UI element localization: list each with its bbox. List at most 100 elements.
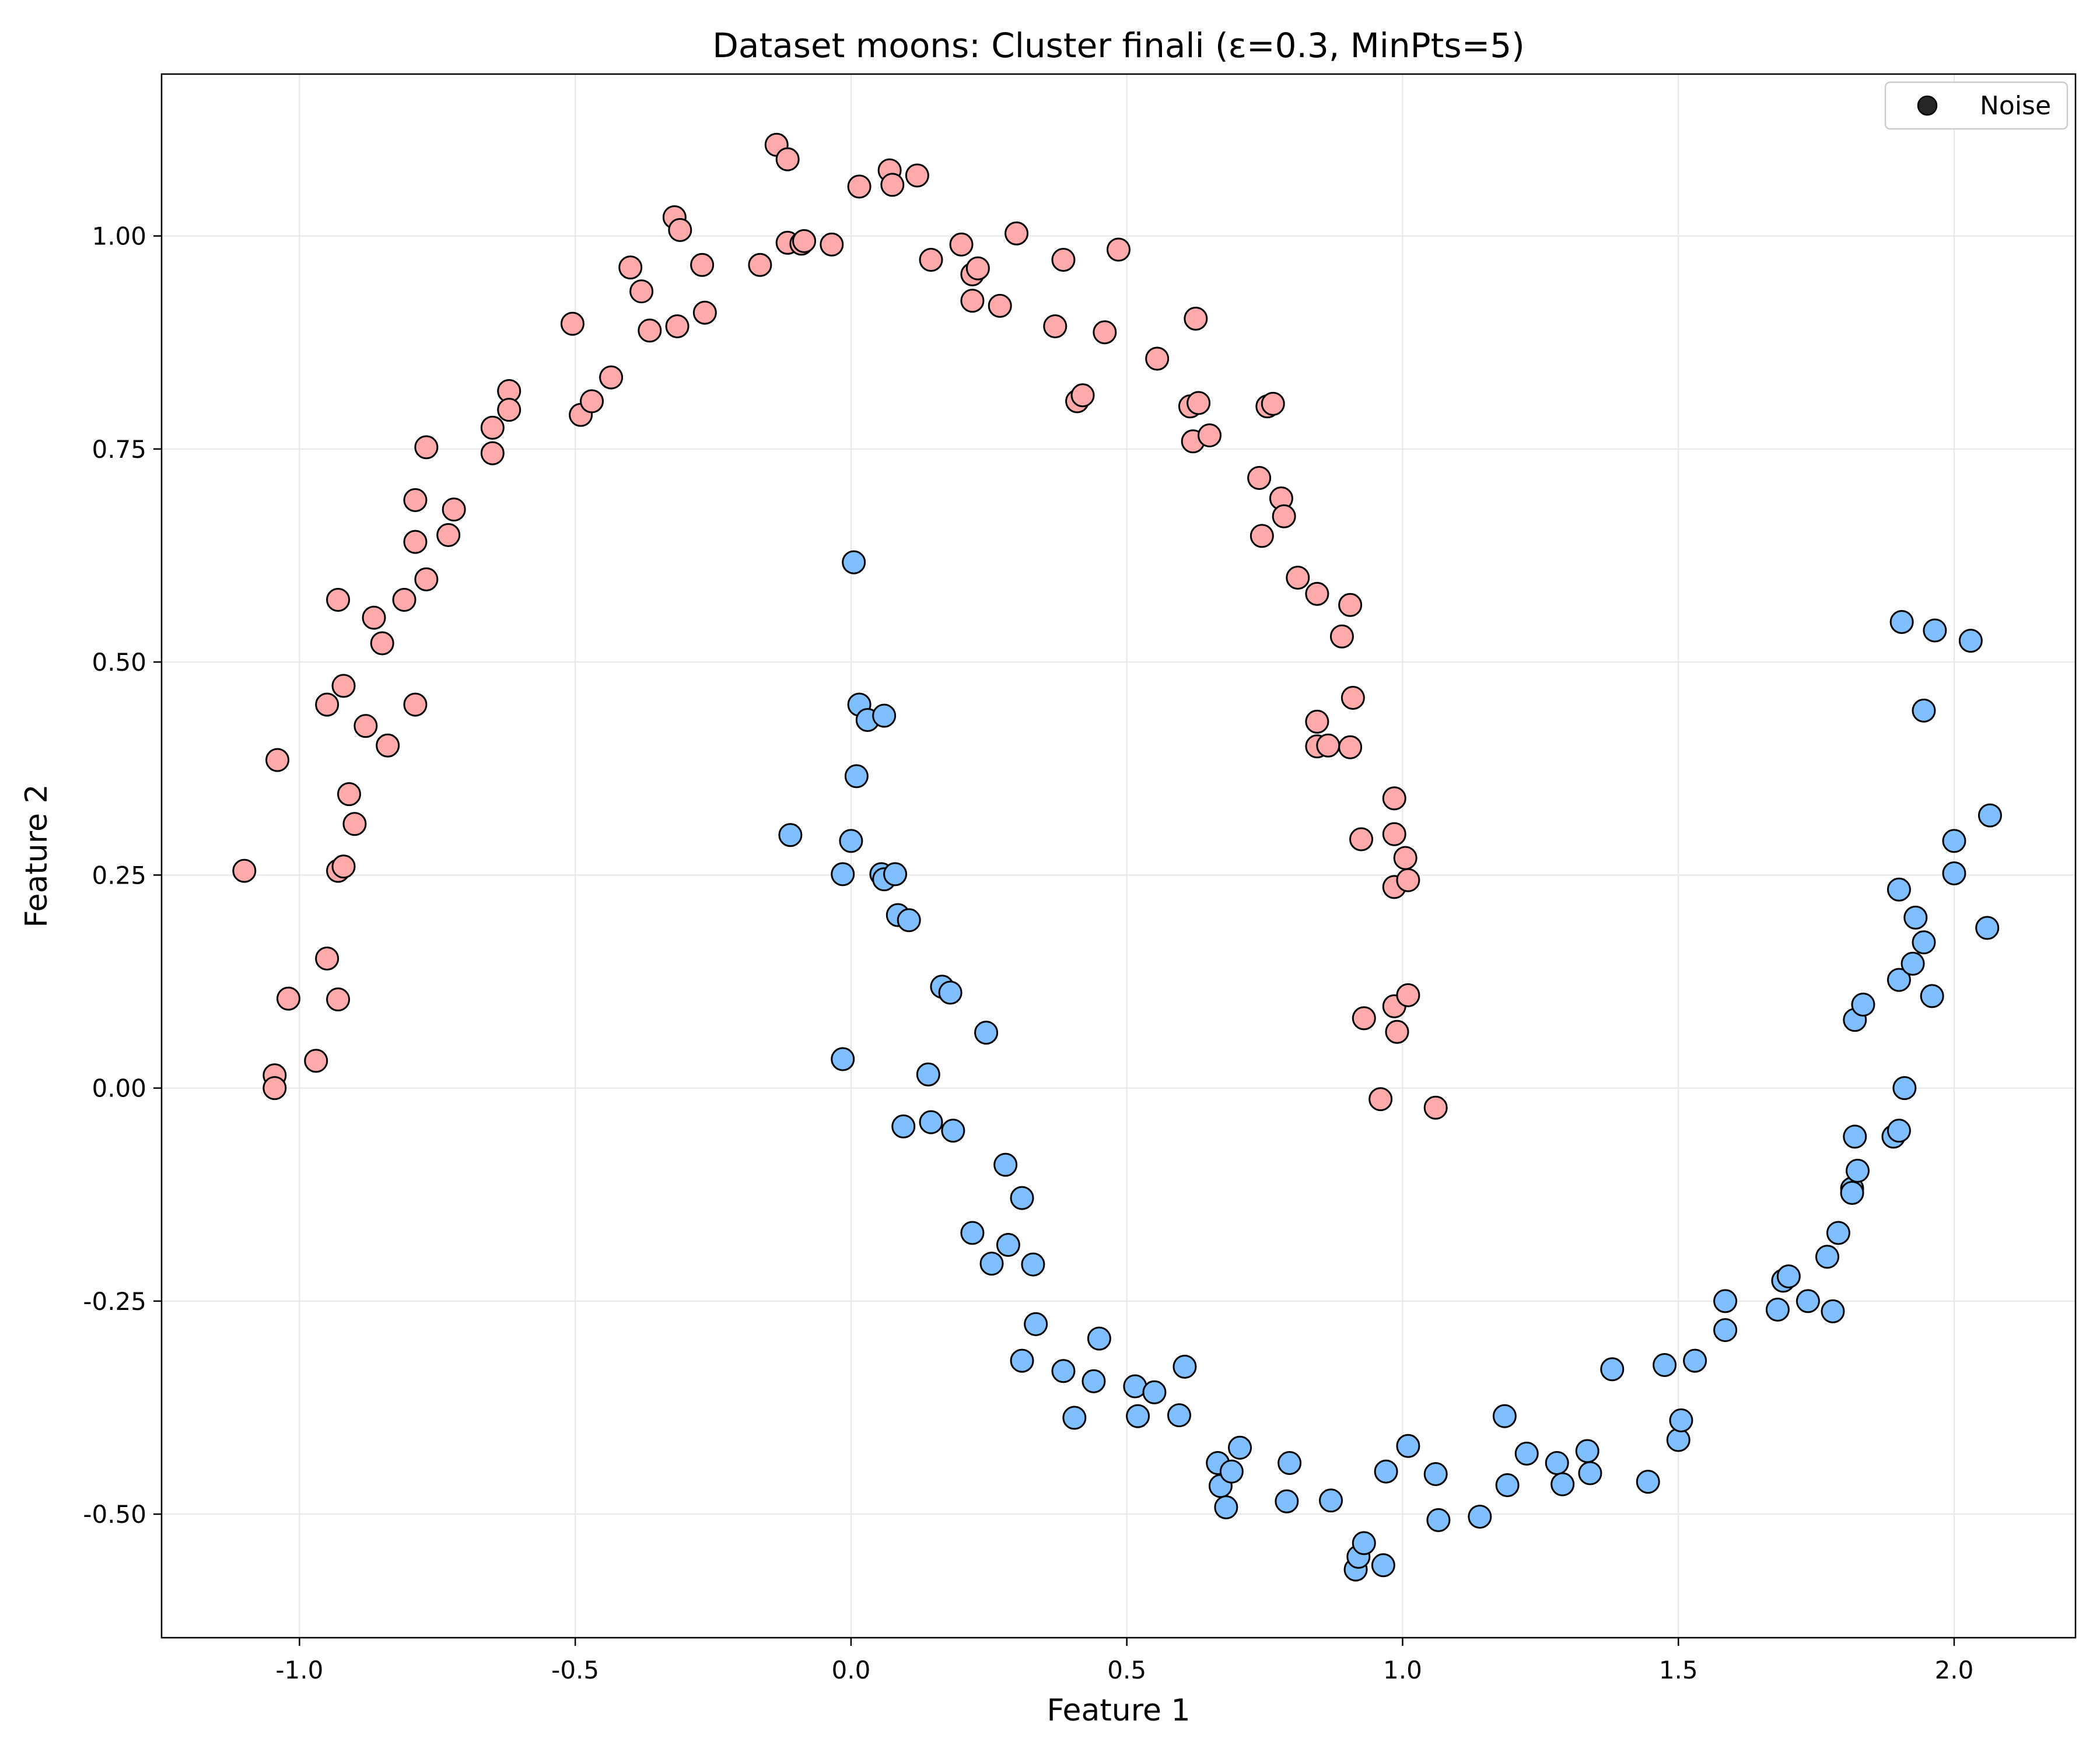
data-point — [1423, 1095, 1448, 1120]
data-point — [1843, 1124, 1867, 1149]
data-point — [1385, 1019, 1409, 1044]
data-point — [847, 174, 872, 199]
data-point — [1468, 1505, 1492, 1529]
data-point — [988, 293, 1012, 318]
data-point — [1352, 1531, 1376, 1555]
data-point — [403, 692, 428, 717]
data-point — [965, 256, 990, 281]
data-point — [839, 829, 863, 853]
data-point — [1550, 1472, 1575, 1497]
data-point — [974, 1021, 999, 1045]
data-point — [1247, 466, 1272, 490]
data-point — [1142, 1380, 1167, 1404]
data-point — [1575, 1439, 1600, 1463]
data-point — [844, 764, 869, 789]
data-point — [1495, 1473, 1520, 1497]
x-tick-label: 2.0 — [1935, 1656, 1974, 1684]
data-point — [1426, 1508, 1451, 1532]
legend-marker — [1917, 95, 1938, 116]
data-point — [1228, 1435, 1252, 1460]
data-point — [1051, 248, 1076, 272]
data-point — [1286, 565, 1310, 590]
legend-label: Noise — [1980, 91, 2051, 121]
data-point — [775, 147, 800, 171]
data-point — [1316, 733, 1340, 758]
series-0 — [232, 132, 1448, 1120]
data-point — [1024, 1312, 1048, 1336]
data-point — [392, 587, 416, 612]
data-point — [820, 232, 844, 257]
data-point — [1923, 618, 1947, 643]
data-point — [1713, 1289, 1738, 1313]
data-point — [1636, 1470, 1660, 1494]
data-point — [480, 441, 505, 465]
data-point — [265, 748, 290, 772]
data-point — [1338, 593, 1363, 617]
data-point — [1172, 1354, 1197, 1379]
data-point — [618, 255, 643, 280]
data-point — [938, 980, 963, 1005]
data-point — [1396, 868, 1420, 892]
x-axis-label: Feature 1 — [1046, 1693, 1190, 1728]
x-tick-label: -1.0 — [275, 1656, 323, 1684]
data-point — [599, 365, 624, 390]
data-point — [996, 1232, 1020, 1257]
data-point — [1393, 846, 1418, 870]
data-point — [1382, 822, 1406, 846]
plot-frame — [160, 73, 2077, 1639]
data-point — [362, 605, 386, 630]
data-point — [1340, 685, 1365, 710]
data-point — [1578, 1461, 1602, 1485]
y-tick-label: -0.50 — [83, 1500, 146, 1529]
data-point — [370, 631, 394, 656]
data-point — [1851, 992, 1875, 1017]
data-point — [436, 523, 461, 547]
data-point — [442, 497, 466, 522]
data-point — [1889, 609, 1914, 634]
data-point — [1765, 1298, 1790, 1322]
scatter-points — [232, 132, 2002, 1582]
data-point — [1600, 1357, 1625, 1382]
data-point — [1010, 1348, 1034, 1373]
data-point — [1903, 905, 1928, 930]
data-point — [232, 859, 257, 883]
data-point — [1683, 1348, 1707, 1373]
data-point — [414, 435, 439, 460]
data-point — [376, 733, 400, 758]
data-point — [831, 1047, 855, 1071]
data-point — [872, 703, 897, 728]
data-point — [1514, 1441, 1539, 1466]
data-point — [1492, 1404, 1517, 1428]
data-point — [262, 1076, 287, 1101]
y-tick-label: -0.25 — [83, 1287, 146, 1316]
data-point — [337, 782, 361, 807]
data-point — [560, 311, 584, 336]
data-point — [1666, 1428, 1690, 1452]
data-point — [1368, 1087, 1393, 1112]
y-tick-label: 0.50 — [92, 648, 146, 677]
data-point — [1082, 1369, 1106, 1393]
data-point — [638, 318, 662, 343]
data-point — [883, 862, 908, 886]
y-tick-label: 0.25 — [92, 861, 146, 889]
data-point — [1382, 786, 1406, 811]
data-point — [1669, 1408, 1693, 1432]
series-1 — [778, 550, 2002, 1582]
data-point — [1305, 709, 1329, 734]
data-point — [1070, 383, 1095, 408]
data-point — [1423, 1462, 1448, 1486]
data-point — [1815, 1245, 1840, 1269]
data-point — [1167, 1403, 1192, 1428]
data-point — [1846, 1158, 1870, 1183]
data-point — [1653, 1352, 1677, 1377]
data-point — [342, 812, 367, 836]
data-point — [1901, 951, 1925, 976]
data-point — [960, 289, 985, 313]
data-point — [1975, 916, 2000, 940]
data-point — [304, 1049, 328, 1073]
data-point — [1186, 391, 1211, 415]
data-point — [1184, 306, 1208, 331]
data-point — [331, 854, 356, 879]
data-point — [1062, 1406, 1087, 1430]
